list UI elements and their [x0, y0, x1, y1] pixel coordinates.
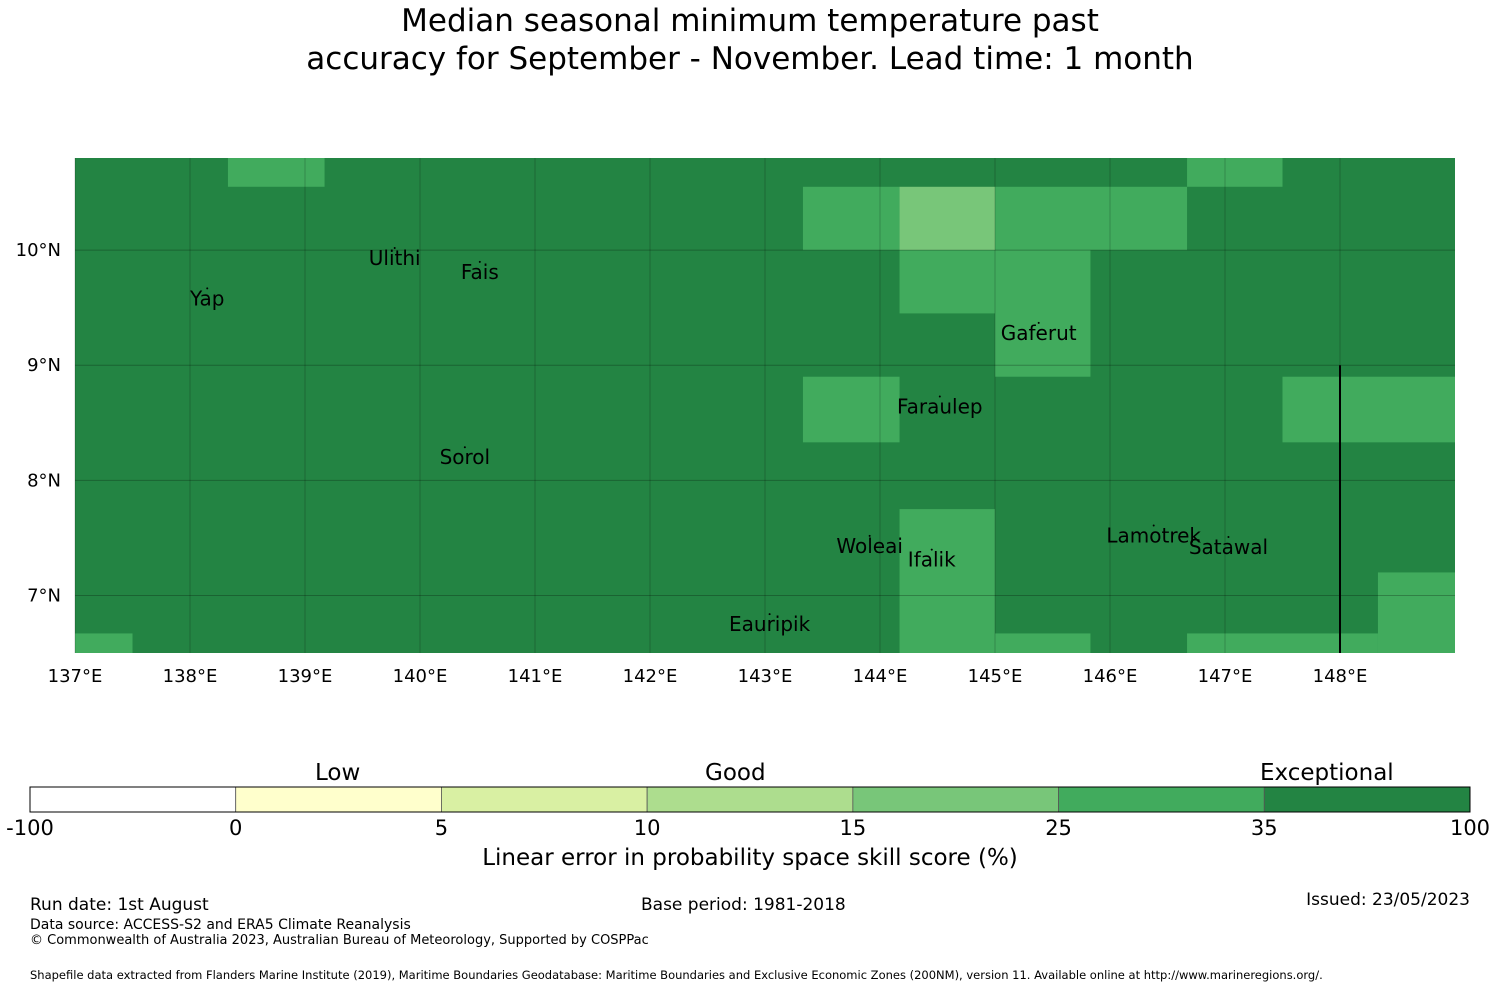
lon-tick-label: 146°E — [1083, 666, 1138, 687]
island-marker — [478, 260, 481, 263]
colorbar-tick-label: 100 — [1449, 816, 1491, 840]
skill-cell — [75, 633, 133, 653]
skill-cell — [995, 633, 1091, 653]
lon-tick-label: 139°E — [278, 666, 333, 687]
island-marker — [1227, 536, 1230, 538]
lon-tick-label: 147°E — [1198, 666, 1253, 687]
place-label-yap: Yap — [189, 286, 224, 310]
skill-cell — [899, 250, 995, 314]
lat-tick-label: 9°N — [27, 355, 61, 376]
data-source: Data source: ACCESS-S2 and ERA5 Climate … — [30, 917, 411, 933]
skill-cell — [899, 509, 995, 653]
issued-date: Issued: 23/05/2023 — [1306, 890, 1470, 910]
lon-tick-label: 143°E — [738, 666, 793, 687]
colorbar-tick-label: -100 — [6, 816, 54, 840]
skill-cell — [995, 186, 1188, 251]
island-marker — [930, 548, 933, 551]
island-marker — [393, 247, 396, 250]
place-label-sorol: Sorol — [440, 445, 491, 469]
colorbar-tick-label: 25 — [1045, 816, 1072, 840]
legend-exceptional-label: Exceptional — [1260, 760, 1394, 786]
map-background — [75, 158, 1455, 653]
legend-low-label: Low — [315, 760, 361, 786]
lon-tick-label: 140°E — [393, 666, 448, 687]
colorbar-bin — [1058, 786, 1265, 813]
place-label-woleai: Woleai — [836, 534, 903, 558]
island-marker — [938, 395, 941, 398]
colorbar — [29, 786, 1471, 813]
place-label-ulithi: Ulithi — [369, 246, 421, 270]
skill-cell — [802, 186, 900, 251]
lon-tick-label: 137°E — [48, 666, 103, 687]
title-line-2: accuracy for September - November. Lead … — [306, 41, 1194, 77]
skill-cell — [1187, 158, 1283, 187]
place-label-gaferut: Gaferut — [1001, 321, 1077, 345]
base-period: Base period: 1981-2018 — [641, 895, 846, 915]
colorbar-bin — [646, 786, 854, 813]
island-marker — [463, 446, 466, 449]
place-label-ifalik: Ifalik — [908, 548, 956, 572]
skill-cell — [995, 250, 1091, 377]
island-marker — [1152, 524, 1155, 527]
place-label-eauripik: Eauripik — [729, 612, 811, 636]
skill-cell — [1282, 376, 1455, 443]
place-label-lamotrek: Lamotrek — [1106, 523, 1201, 547]
island-marker — [868, 534, 871, 537]
lon-tick-label: 138°E — [163, 666, 218, 687]
colorbar-title: Linear error in probability space skill … — [482, 845, 1018, 871]
place-label-fais: Fais — [461, 260, 499, 284]
lon-tick-label: 145°E — [968, 666, 1023, 687]
colorbar-tick-label: 35 — [1250, 816, 1278, 840]
place-label-satawal: Satawal — [1189, 535, 1268, 559]
run-date: Run date: 1st August — [30, 895, 209, 915]
lon-tick-label: 142°E — [623, 666, 678, 687]
legend-good-label: Good — [705, 760, 766, 786]
skill-cell — [1377, 572, 1455, 653]
colorbar-bin — [1263, 786, 1471, 813]
shapefile-credit: Shapefile data extracted from Flanders M… — [30, 968, 1323, 982]
island-marker — [206, 287, 209, 290]
colorbar-outline — [29, 786, 1471, 813]
island-marker — [768, 613, 771, 616]
colorbar-bin — [29, 786, 237, 813]
copyright-notice: © Commonwealth of Australia 2023, Austra… — [30, 933, 649, 948]
lon-tick-label: 148°E — [1313, 666, 1368, 687]
lon-tick-label: 141°E — [508, 666, 563, 687]
title-line-1: Median seasonal minimum temperature past — [401, 3, 1099, 39]
colorbar-tick-label: 10 — [633, 816, 661, 840]
colorbar-bin — [235, 786, 442, 813]
colorbar-tick-label: 15 — [839, 816, 867, 840]
lat-tick-label: 8°N — [27, 470, 61, 491]
colorbar-bin — [441, 786, 648, 813]
lat-tick-label: 7°N — [27, 585, 61, 606]
colorbar-bin — [852, 786, 1059, 813]
skill-cell — [899, 186, 995, 251]
place-label-faraulep: Faraulep — [897, 395, 983, 419]
map-title: Median seasonal minimum temperature past… — [0, 2, 1500, 78]
lon-tick-label: 144°E — [853, 666, 908, 687]
skill-cell — [227, 158, 325, 187]
colorbar-tick-label: 5 — [434, 816, 449, 840]
colorbar-tick-label: 0 — [229, 816, 243, 840]
skill-cell — [802, 376, 900, 443]
island-marker — [1037, 321, 1040, 324]
map-panel: 137°E 138°E 139°E 140°E 141°E 142°E 143°E 144°E… — [16, 158, 1455, 687]
skill-cell — [1187, 633, 1378, 653]
lat-tick-label: 10°N — [16, 240, 61, 261]
